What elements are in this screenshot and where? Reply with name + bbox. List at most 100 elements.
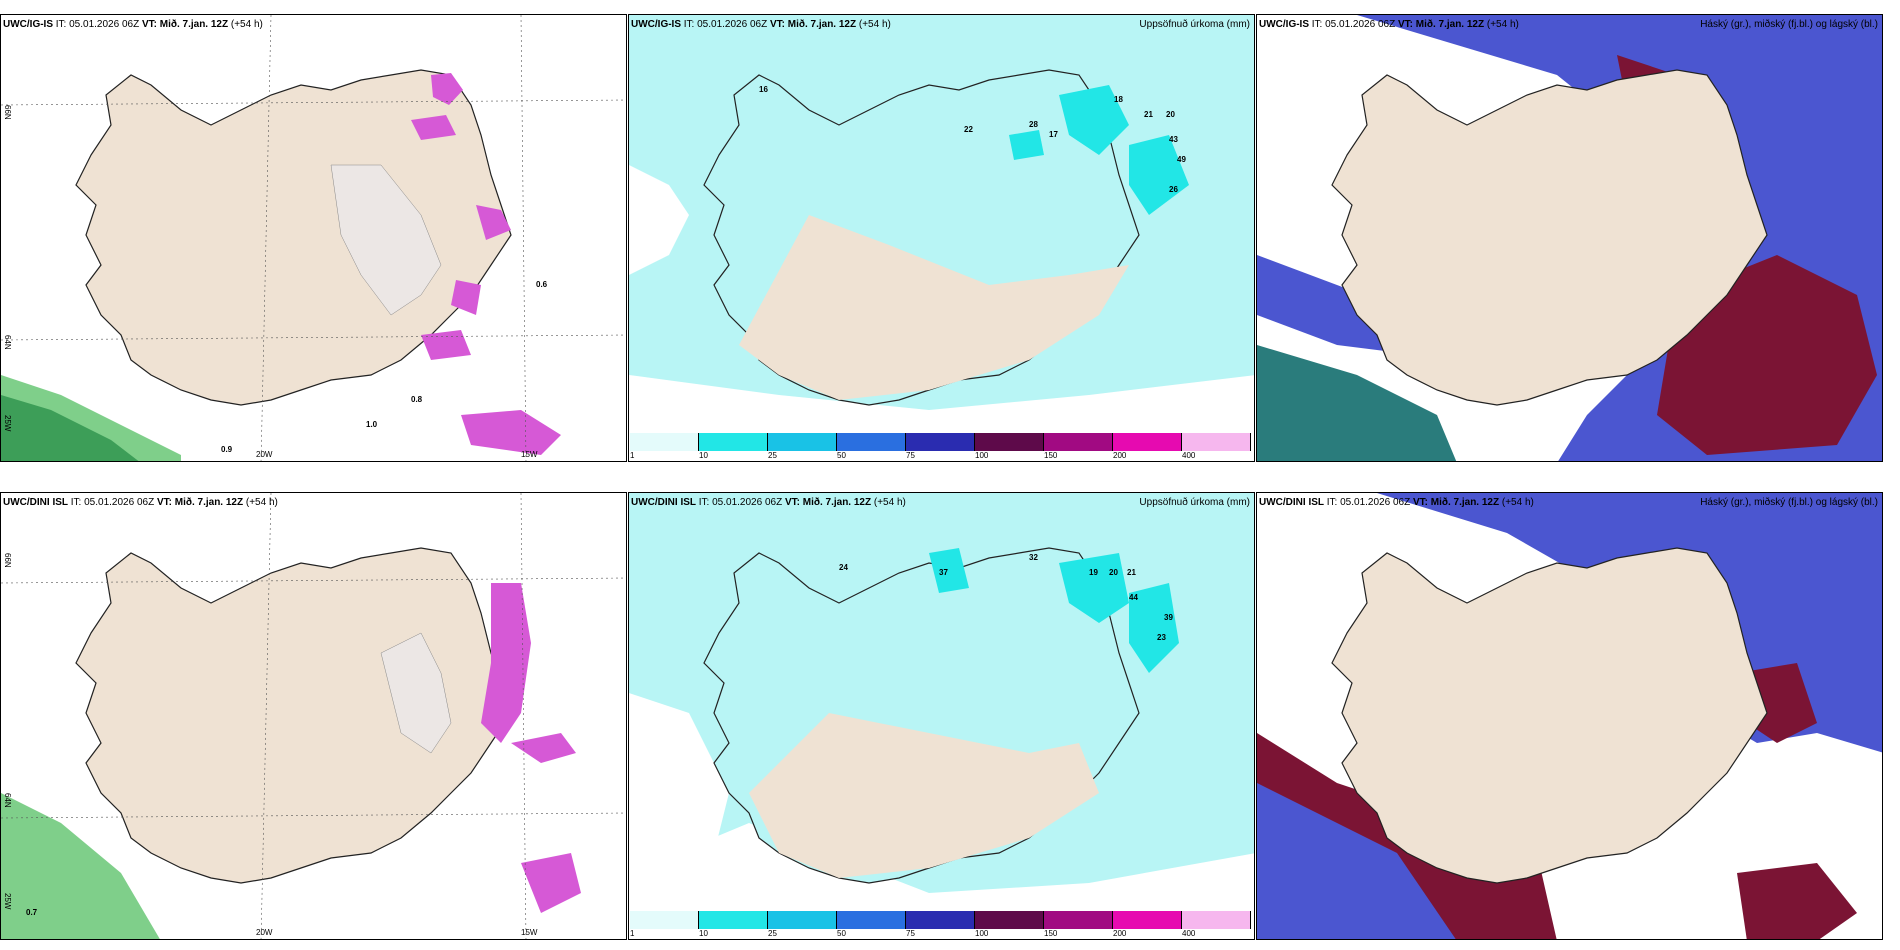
precip-value: 20 [1166, 110, 1175, 119]
wind-value: 0.7 [26, 908, 38, 917]
lon-label: 15W [521, 450, 538, 459]
tick: 50 [837, 451, 846, 460]
panel-header: UWC/IG-IS IT: 05.01.2026 06Z VT: Mið. 7.… [631, 19, 891, 30]
tick: 400 [1182, 451, 1196, 460]
panel-header: UWC/DINI ISL IT: 05.01.2026 06Z VT: Mið.… [1259, 497, 1534, 508]
precip-value: 39 [1164, 613, 1173, 622]
dry-land [739, 215, 1129, 400]
tick: 1 [630, 451, 635, 460]
lon-label: 25W [3, 415, 12, 432]
snow-patch [431, 73, 463, 105]
precip-title: Uppsöfnuð úrkoma (mm) [1139, 497, 1250, 508]
colorbar-swatch [1182, 911, 1251, 929]
panel-wind-top: UWC/IG-IS IT: 05.01.2026 06Z VT: Mið. 7.… [0, 14, 627, 462]
tick: 100 [975, 451, 989, 460]
tick: 75 [906, 451, 915, 460]
map-precip-top [629, 15, 1254, 435]
precip-value: 21 [1144, 110, 1153, 119]
precip-value: 21 [1127, 568, 1136, 577]
lon-label: 15W [521, 928, 538, 937]
tick: 150 [1044, 451, 1058, 460]
colorbar-swatch [837, 911, 906, 929]
colorbar-swatch [630, 911, 699, 929]
lat-label: 64N [3, 335, 12, 350]
colorbar-swatch [699, 433, 768, 451]
lon-label: 20W [256, 450, 273, 459]
tick: 10 [699, 929, 708, 938]
precip-value: 28 [1029, 120, 1038, 129]
tick: 50 [837, 929, 846, 938]
wind-value: 0.9 [221, 445, 233, 454]
precip-value: 32 [1029, 553, 1038, 562]
colorbar-swatch [975, 911, 1044, 929]
precip-value: 18 [1114, 95, 1123, 104]
colorbar-swatch [1113, 911, 1182, 929]
precip-value: 23 [1157, 633, 1166, 642]
panel-cloud-bottom: UWC/DINI ISL IT: 05.01.2026 06Z VT: Mið.… [1256, 492, 1883, 940]
wind-value: 1.0 [366, 420, 378, 429]
colorbar-swatch [906, 433, 975, 451]
precip-title: Uppsöfnuð úrkoma (mm) [1139, 19, 1250, 30]
lat-label: 64N [3, 793, 12, 808]
colorbar [630, 433, 1251, 451]
colorbar-swatch [906, 911, 975, 929]
lat-label: 66N [3, 553, 12, 568]
colorbar-swatch [837, 433, 906, 451]
cloud-title: Háský (gr.), miðský (fj.bl.) og lágský (… [1700, 19, 1878, 30]
panel-cloud-top: UWC/IG-IS IT: 05.01.2026 06Z VT: Mið. 7.… [1256, 14, 1883, 462]
tick: 100 [975, 929, 989, 938]
panel-precip-top: UWC/IG-IS IT: 05.01.2026 06Z VT: Mið. 7.… [628, 14, 1255, 462]
panel-header: UWC/DINI ISL IT: 05.01.2026 06Z VT: Mið.… [3, 497, 278, 508]
map-cloud-top [1257, 15, 1882, 461]
panel-precip-bottom: UWC/DINI ISL IT: 05.01.2026 06Z VT: Mið.… [628, 492, 1255, 940]
tick: 200 [1113, 451, 1127, 460]
panel-header: UWC/IG-IS IT: 05.01.2026 06Z VT: Mið. 7.… [3, 19, 263, 30]
cloud-title: Háský (gr.), miðský (fj.bl.) og lágský (… [1700, 497, 1878, 508]
tick: 25 [768, 451, 777, 460]
map-cloud-bottom [1257, 493, 1882, 939]
wind-value: 0.8 [411, 395, 423, 404]
map-wind-bottom [1, 493, 626, 939]
lon-label: 20W [256, 928, 273, 937]
precip-value: 44 [1129, 593, 1138, 602]
precip-value: 26 [1169, 185, 1178, 194]
colorbar-ticks: 1 10 25 50 75 100 150 200 400 [630, 929, 1254, 939]
tick: 200 [1113, 929, 1127, 938]
precip-value: 43 [1169, 135, 1178, 144]
map-wind-top [1, 15, 626, 461]
lon-label: 25W [3, 893, 12, 910]
tick: 400 [1182, 929, 1196, 938]
precip-value: 22 [964, 125, 973, 134]
low-cloud [1257, 345, 1457, 461]
iceland-land [75, 69, 512, 406]
tick: 75 [906, 929, 915, 938]
tick: 25 [768, 929, 777, 938]
colorbar [630, 911, 1251, 929]
panel-wind-bottom: UWC/DINI ISL IT: 05.01.2026 06Z VT: Mið.… [0, 492, 627, 940]
precip-value: 16 [759, 85, 768, 94]
colorbar-ticks: 1 10 25 50 75 100 150 200 400 [630, 451, 1254, 461]
panel-header: UWC/DINI ISL IT: 05.01.2026 06Z VT: Mið.… [631, 497, 906, 508]
tick: 10 [699, 451, 708, 460]
colorbar-swatch [1044, 911, 1113, 929]
tick: 150 [1044, 929, 1058, 938]
colorbar-swatch [975, 433, 1044, 451]
colorbar-swatch [699, 911, 768, 929]
wind-value: 0.6 [536, 280, 548, 289]
heavy-precip [1059, 85, 1129, 155]
precip-value: 37 [939, 568, 948, 577]
lat-label: 66N [3, 105, 12, 120]
panel-header: UWC/IG-IS IT: 05.01.2026 06Z VT: Mið. 7.… [1259, 19, 1519, 30]
colorbar-swatch [1113, 433, 1182, 451]
colorbar-swatch [630, 433, 699, 451]
precip-value: 24 [839, 563, 848, 572]
precip-value: 49 [1177, 155, 1186, 164]
tick: 1 [630, 929, 635, 938]
colorbar-swatch [768, 911, 837, 929]
precip-value: 20 [1109, 568, 1118, 577]
colorbar-swatch [1182, 433, 1251, 451]
precip-value: 19 [1089, 568, 1098, 577]
map-precip-bottom [629, 493, 1254, 913]
colorbar-swatch [768, 433, 837, 451]
precip-value: 17 [1049, 130, 1058, 139]
